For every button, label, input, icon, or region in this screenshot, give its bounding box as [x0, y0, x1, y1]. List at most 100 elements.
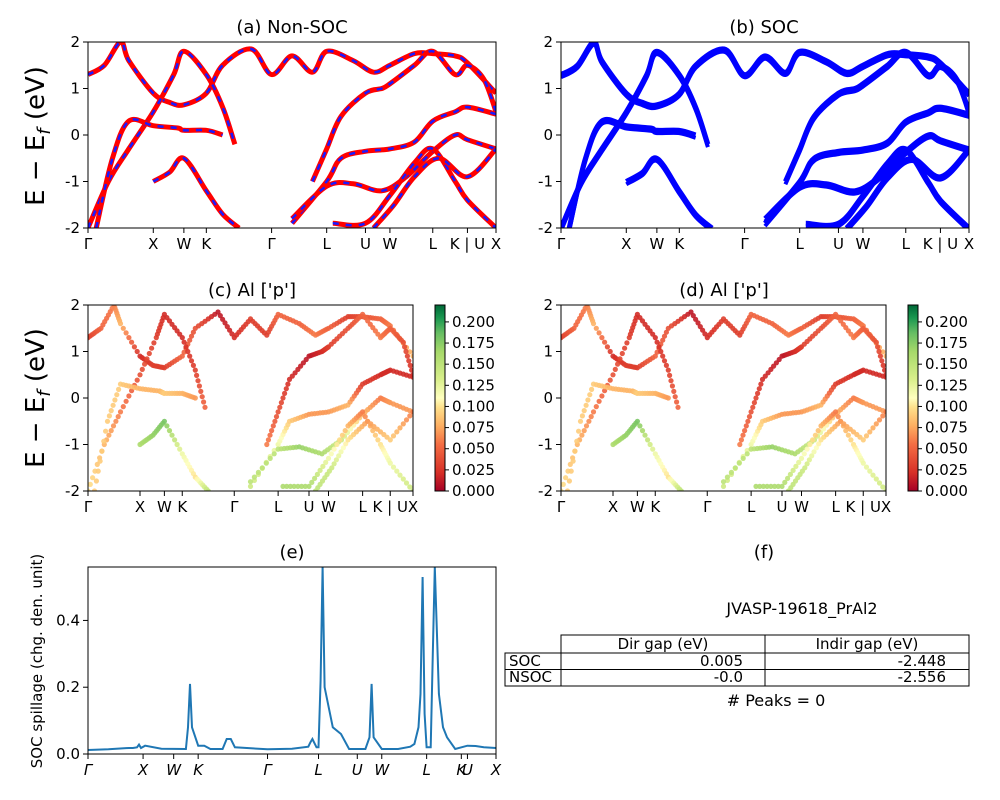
projected-point: [753, 395, 759, 401]
table-header-indir: Indir gap (eV): [816, 635, 919, 653]
ytick-label: 1: [70, 343, 80, 361]
projected-point: [663, 362, 670, 368]
projected-point: [596, 398, 602, 404]
projected-point: [259, 465, 265, 471]
projected-point: [123, 330, 129, 336]
projected-point: [811, 449, 817, 455]
colorbar-tick-label: 0.075: [452, 419, 495, 437]
projected-point: [390, 433, 397, 439]
projected-point: [669, 383, 676, 389]
projected-point: [291, 483, 297, 489]
colorbar-tick-label: 0.175: [452, 334, 495, 352]
projected-point: [576, 428, 582, 434]
projected-point: [593, 404, 599, 410]
projected-point: [284, 483, 290, 489]
projected-point: [142, 361, 148, 367]
projected-point: [753, 483, 759, 489]
xtick-label: Γ: [557, 498, 566, 516]
xtick-label: W: [630, 498, 645, 516]
projected-point: [748, 409, 754, 415]
projected-point: [410, 353, 413, 359]
ylabel-row2: E − Ef (eV): [21, 328, 55, 468]
band-line-soc: [625, 155, 714, 228]
projected-point: [586, 418, 592, 424]
xtick-label: Γ: [740, 235, 749, 253]
xtick-label: L: [274, 498, 283, 516]
xtick-label: K | U: [373, 498, 408, 516]
projected-point: [813, 445, 820, 451]
ytick-label: 2: [70, 296, 80, 314]
projected-point: [192, 367, 198, 373]
projected-point: [768, 483, 774, 489]
projected-point: [270, 423, 276, 429]
projected-point: [267, 432, 273, 438]
ytick-label: 0: [543, 389, 553, 407]
projected-point: [607, 348, 613, 355]
xtick-label: L: [358, 498, 367, 516]
colorbar-tick-label: 0.150: [452, 355, 495, 373]
projected-point: [106, 432, 112, 438]
ytick-label: -1: [538, 436, 553, 454]
xtick-label: W: [382, 235, 397, 253]
band-line-soc-split: [805, 149, 969, 228]
projected-point: [801, 451, 807, 457]
projected-point: [796, 459, 802, 465]
ytick-label: 1: [543, 343, 553, 361]
projected-point: [775, 483, 781, 489]
projected-point: [583, 402, 589, 408]
projected-point: [149, 345, 155, 351]
projected-point: [387, 437, 393, 443]
projected-point: [738, 437, 745, 443]
projected-point: [876, 480, 883, 486]
xtick-label: X: [881, 498, 891, 516]
projected-point: [172, 437, 178, 443]
projected-point: [622, 345, 628, 351]
colorbar-tick-label: 0.100: [452, 397, 495, 415]
projected-point: [407, 349, 413, 355]
projected-point: [579, 413, 586, 419]
projected-point: [615, 361, 621, 367]
xtick-label: L: [323, 235, 332, 253]
projected-point: [306, 483, 312, 489]
projected-point: [607, 377, 613, 383]
projected-point: [870, 425, 876, 431]
band-line-nonsoc: [332, 145, 496, 228]
projected-point: [188, 358, 195, 364]
projected-point: [126, 335, 132, 341]
ytick-label: -2: [538, 482, 553, 500]
xtick-label: L: [902, 235, 911, 253]
projected-point: [610, 372, 616, 378]
band-line-soc-overlay: [311, 49, 496, 183]
projected-point: [590, 409, 597, 415]
projected-point: [117, 409, 124, 415]
projected-point: [634, 418, 641, 424]
projected-point: [285, 381, 291, 387]
xtick-label: U: [304, 498, 315, 516]
ytick-label: 0: [70, 126, 80, 144]
projected-point: [320, 463, 326, 469]
projected-point: [370, 428, 376, 434]
colorbar-tick-label: 0.050: [925, 440, 968, 458]
xtick-label: X: [490, 761, 502, 779]
ytick-label: 0: [543, 126, 553, 144]
projected-point: [317, 467, 323, 473]
colorbar-tick-label: 0.025: [925, 461, 968, 479]
projected-point: [812, 432, 819, 438]
projected-point: [879, 358, 885, 364]
chart-e-soc-spillage: 0.00.20.4Γ X W K Γ L U W L KU X: [56, 566, 502, 779]
table-row-nsoc-label: NSOC: [509, 668, 552, 686]
projected-point: [372, 432, 378, 438]
projected-point: [674, 399, 680, 405]
projected-point: [222, 320, 228, 326]
projected-point: [104, 418, 111, 424]
projected-point: [331, 461, 337, 467]
projected-point: [339, 432, 345, 438]
projected-point: [750, 404, 756, 410]
projected-point: [161, 418, 167, 424]
projected-point: [271, 451, 277, 457]
projected-point: [403, 348, 409, 355]
projected-point: [647, 441, 653, 448]
projected-point: [146, 350, 152, 357]
